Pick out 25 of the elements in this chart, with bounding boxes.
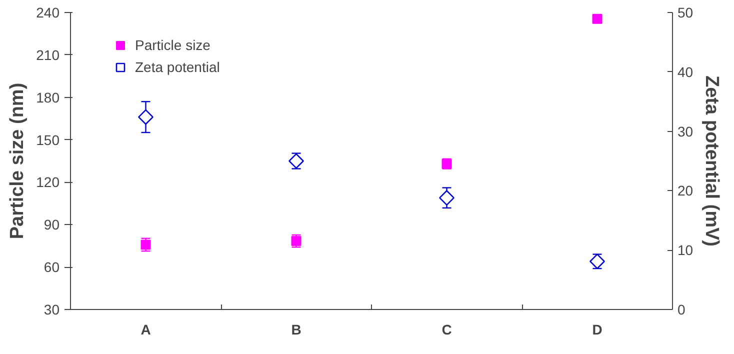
y-tick-label: 60: [44, 259, 60, 276]
y-tick-label: 210: [36, 46, 60, 63]
y2-tick-label: 10: [678, 242, 694, 258]
y2-axis-title: Zeta potential (mV): [701, 75, 722, 247]
y2-tick-label: 50: [678, 4, 694, 20]
x-tick-label: C: [442, 322, 452, 338]
point: [439, 190, 454, 206]
x-tick-label: D: [592, 322, 602, 338]
y2-tick-label: 0: [678, 302, 686, 318]
x-tick-label: A: [140, 322, 151, 338]
y-tick-label: 30: [44, 302, 60, 318]
y2-tick-label: 40: [678, 64, 694, 80]
point: [592, 14, 602, 24]
y-axis-title: Particle size (nm): [7, 82, 28, 240]
legend-label: Zeta potential: [135, 59, 220, 75]
point: [138, 109, 154, 125]
x-tick-label: B: [291, 322, 302, 338]
y-tick-label: 150: [36, 132, 60, 148]
y2-tick-label: 30: [678, 123, 694, 140]
y-tick-label: 90: [44, 216, 60, 233]
y-tick-label: 120: [36, 174, 60, 190]
y-tick-label: 180: [36, 89, 60, 106]
y-tick-label: 240: [36, 4, 60, 20]
y2-tick-label: 20: [678, 182, 694, 199]
legend-label: Particle size: [135, 37, 210, 53]
